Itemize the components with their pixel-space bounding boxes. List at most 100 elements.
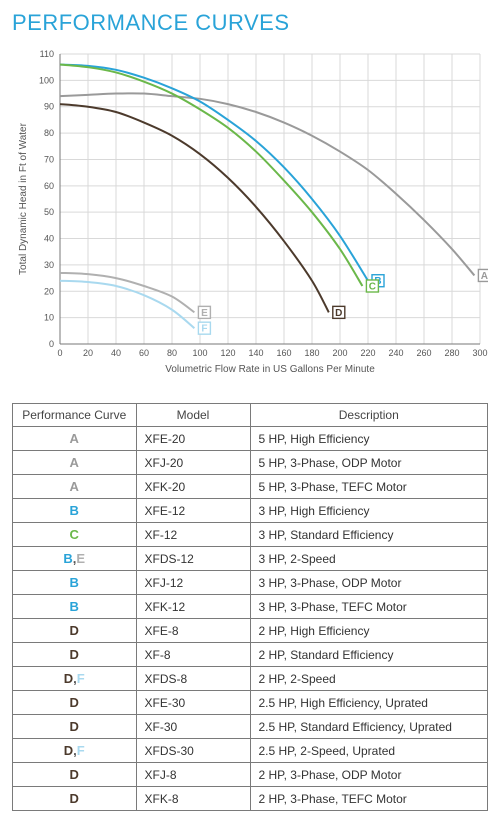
model-cell: XFK-12 — [136, 595, 250, 619]
description-cell: 2.5 HP, Standard Efficiency, Uprated — [250, 715, 488, 739]
perf-curve-cell: B — [13, 499, 137, 523]
model-cell: XFE-12 — [136, 499, 250, 523]
table-row: C XF-123 HP, Standard Efficiency — [13, 523, 488, 547]
curve-E — [60, 273, 194, 313]
curve-letter: B — [70, 599, 79, 614]
curve-B — [60, 65, 368, 281]
model-cell: XFE-20 — [136, 427, 250, 451]
perf-curve-cell: D — [13, 691, 137, 715]
model-cell: XF-8 — [136, 643, 250, 667]
description-cell: 2 HP, 2-Speed — [250, 667, 488, 691]
svg-text:40: 40 — [111, 348, 121, 358]
col-performance-curve: Performance Curve — [13, 404, 137, 427]
model-cell: XFDS-8 — [136, 667, 250, 691]
svg-text:240: 240 — [388, 348, 403, 358]
description-cell: 2 HP, 3-Phase, ODP Motor — [250, 763, 488, 787]
curve-A — [60, 93, 474, 275]
svg-text:80: 80 — [44, 128, 54, 138]
table-row: B XFK-123 HP, 3-Phase, TEFC Motor — [13, 595, 488, 619]
table-row: AXFE-205 HP, High Efficiency — [13, 427, 488, 451]
perf-curve-cell: B,E — [13, 547, 137, 571]
perf-curve-cell: D — [13, 715, 137, 739]
table-row: D XF-302.5 HP, Standard Efficiency, Uprat… — [13, 715, 488, 739]
svg-text:30: 30 — [44, 260, 54, 270]
description-cell: 2 HP, 3-Phase, TEFC Motor — [250, 787, 488, 811]
svg-text:60: 60 — [44, 181, 54, 191]
perf-curve-cell: D — [13, 619, 137, 643]
model-cell: XFDS-30 — [136, 739, 250, 763]
model-cell: XFDS-12 — [136, 547, 250, 571]
description-cell: 3 HP, Standard Efficiency — [250, 523, 488, 547]
description-cell: 5 HP, 3-Phase, TEFC Motor — [250, 475, 488, 499]
curve-letter: D — [70, 719, 79, 734]
page-title: PERFORMANCE CURVES — [12, 10, 488, 36]
model-cell: XFE-30 — [136, 691, 250, 715]
svg-text:Volumetric Flow Rate in US Gal: Volumetric Flow Rate in US Gallons Per M… — [165, 364, 375, 375]
description-cell: 3 HP, High Efficiency — [250, 499, 488, 523]
svg-text:180: 180 — [304, 348, 319, 358]
description-cell: 2 HP, High Efficiency — [250, 619, 488, 643]
svg-text:200: 200 — [332, 348, 347, 358]
svg-text:160: 160 — [276, 348, 291, 358]
svg-text:20: 20 — [44, 286, 54, 296]
curve-letter: A — [70, 479, 79, 494]
curve-C — [60, 65, 362, 286]
col-model: Model — [136, 404, 250, 427]
description-cell: 3 HP, 3-Phase, ODP Motor — [250, 571, 488, 595]
svg-text:100: 100 — [192, 348, 207, 358]
model-cell: XFK-8 — [136, 787, 250, 811]
perf-curve-cell: D — [13, 787, 137, 811]
svg-text:20: 20 — [83, 348, 93, 358]
svg-text:90: 90 — [44, 102, 54, 112]
svg-text:0: 0 — [57, 348, 62, 358]
table-row: A XFK-205 HP, 3-Phase, TEFC Motor — [13, 475, 488, 499]
model-cell: XFJ-12 — [136, 571, 250, 595]
table-row: DXFE-82 HP, High Efficiency — [13, 619, 488, 643]
curve-letter: D — [70, 791, 79, 806]
perf-curve-cell: B — [13, 571, 137, 595]
svg-text:70: 70 — [44, 154, 54, 164]
performance-curves-chart: 0102030405060708090100110020406080100120… — [12, 44, 488, 389]
description-cell: 2.5 HP, 2-Speed, Uprated — [250, 739, 488, 763]
model-cell: XFE-8 — [136, 619, 250, 643]
svg-text:10: 10 — [44, 313, 54, 323]
curve-letter: B — [70, 575, 79, 590]
svg-text:0: 0 — [49, 339, 54, 349]
curve-letter: F — [77, 671, 85, 686]
table-row: DXF-82 HP, Standard Efficiency — [13, 643, 488, 667]
curve-letter: D — [64, 743, 73, 758]
curve-end-label-D: D — [335, 308, 342, 319]
table-row: D,FXFDS-302.5 HP, 2-Speed, Uprated — [13, 739, 488, 763]
description-cell: 3 HP, 3-Phase, TEFC Motor — [250, 595, 488, 619]
curve-end-label-F: F — [201, 324, 207, 335]
svg-text:280: 280 — [444, 348, 459, 358]
perf-curve-cell: D — [13, 643, 137, 667]
description-cell: 5 HP, 3-Phase, ODP Motor — [250, 451, 488, 475]
curve-end-label-E: E — [201, 308, 208, 319]
curve-letter: B — [63, 551, 72, 566]
description-cell: 3 HP, 2-Speed — [250, 547, 488, 571]
curve-F — [60, 281, 194, 328]
model-cell: XFJ-20 — [136, 451, 250, 475]
svg-text:80: 80 — [167, 348, 177, 358]
performance-table: Performance Curve Model Description AXFE… — [12, 403, 488, 811]
curve-letter: A — [70, 455, 79, 470]
curve-letter: F — [77, 743, 85, 758]
curve-letter: D — [70, 695, 79, 710]
perf-curve-cell: A — [13, 475, 137, 499]
svg-text:120: 120 — [220, 348, 235, 358]
description-cell: 5 HP, High Efficiency — [250, 427, 488, 451]
svg-text:50: 50 — [44, 207, 54, 217]
model-cell: XF-30 — [136, 715, 250, 739]
perf-curve-cell: B — [13, 595, 137, 619]
svg-text:300: 300 — [472, 348, 487, 358]
svg-text:140: 140 — [248, 348, 263, 358]
curve-end-label-C: C — [369, 282, 376, 293]
svg-text:40: 40 — [44, 234, 54, 244]
curve-letter: C — [70, 527, 79, 542]
model-cell: XFJ-8 — [136, 763, 250, 787]
model-cell: XF-12 — [136, 523, 250, 547]
curve-D — [60, 104, 329, 312]
table-row: B,EXFDS-123 HP, 2-Speed — [13, 547, 488, 571]
model-cell: XFK-20 — [136, 475, 250, 499]
